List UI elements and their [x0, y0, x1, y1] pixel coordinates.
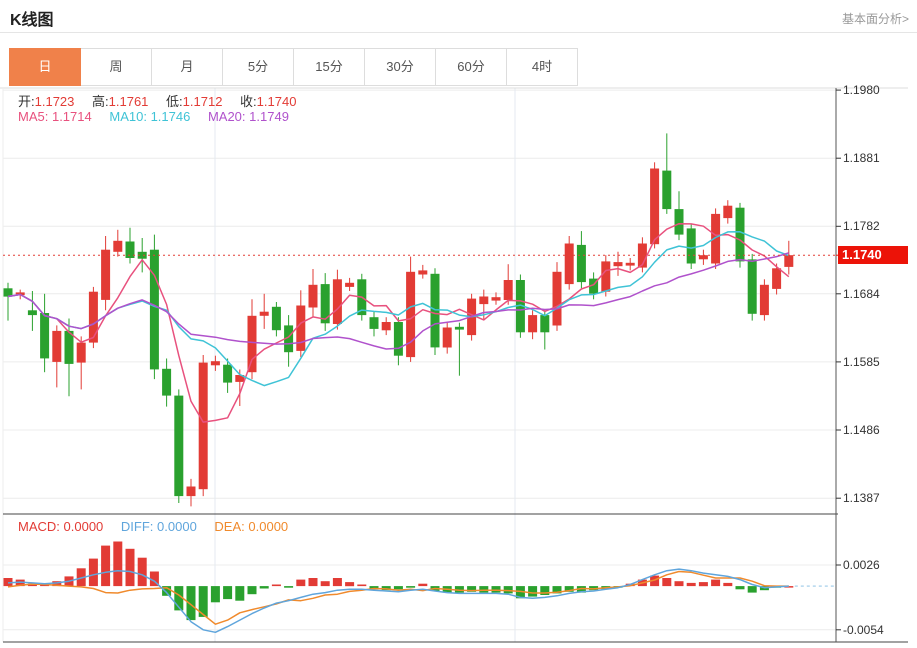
dea-line: [7, 570, 789, 625]
y-axis-label: 1.1782: [843, 219, 880, 234]
macd-histogram: [3, 541, 794, 621]
ma5-value: 1.1714: [51, 109, 92, 124]
ma-legend: MA5: 1.1714 MA10: 1.1746 MA20: 1.1749: [18, 109, 303, 124]
tab-日[interactable]: 日: [9, 48, 81, 86]
y-axis-label: 1.1881: [843, 151, 880, 166]
diff-line: [7, 568, 789, 634]
axis-ticks: [836, 89, 841, 631]
tab-30分[interactable]: 30分: [364, 48, 436, 86]
y-axis-label: 1.1684: [843, 286, 880, 301]
ma10-label: MA10:: [109, 109, 147, 124]
y-axis-label: 1.1387: [843, 491, 880, 506]
panel-borders: [0, 87, 908, 643]
open-label: 开:: [18, 94, 35, 109]
last-price-badge: 1.1740: [838, 246, 908, 265]
y-axis-label: 1.1585: [843, 354, 880, 369]
tab-周[interactable]: 周: [80, 48, 152, 86]
ma10-line: [7, 231, 790, 387]
diff-label: DIFF:: [120, 519, 154, 534]
high-label: 高:: [92, 94, 109, 109]
close-label: 收:: [240, 94, 257, 109]
y-axis-label: 1.1486: [843, 423, 880, 438]
ma5-label: MA5:: [18, 109, 49, 124]
low-value: 1.1712: [182, 94, 223, 109]
macd-label: MACD:: [18, 519, 60, 534]
tab-5分[interactable]: 5分: [222, 48, 294, 86]
ma20-label: MA20:: [207, 109, 246, 124]
low-label: 低:: [166, 94, 183, 109]
high-value: 1.1761: [108, 94, 149, 109]
y-axis-label: 0.0026: [843, 558, 880, 573]
interval-tabs: 日周月 5分 15分 30分 60分 4时: [9, 48, 578, 86]
page-title: K线图: [10, 12, 54, 29]
ma20-line: [7, 252, 790, 350]
macd-value: 0.0000: [63, 519, 104, 534]
tab-15分[interactable]: 15分: [293, 48, 365, 86]
ma10-value: 1.1746: [150, 109, 191, 124]
tab-月[interactable]: 月: [151, 48, 223, 86]
tab-60分[interactable]: 60分: [435, 48, 507, 86]
ma20-value: 1.1749: [249, 109, 289, 124]
fundamental-analysis-link[interactable]: 基本面分析>: [841, 12, 909, 26]
tab-4时[interactable]: 4时: [506, 48, 578, 86]
open-value: 1.1723: [34, 94, 75, 109]
ohlc-legend: 开:1.1723 高:1.1761 低:1.1712 收:1.1740: [18, 91, 310, 110]
y-axis-label: -0.0054: [843, 622, 884, 637]
dea-value: 0.0000: [248, 519, 289, 534]
y-axis-label: 1.1980: [843, 83, 880, 98]
macd-legend: MACD: 0.0000 DIFF: 0.0000 DEA: 0.0000: [18, 519, 302, 534]
dea-label: DEA:: [214, 519, 245, 534]
gridlines: [3, 88, 836, 642]
close-value: 1.1740: [256, 94, 297, 109]
ma5-line: [7, 222, 790, 423]
header-divider: [0, 32, 917, 33]
diff-value: 0.0000: [157, 519, 197, 534]
